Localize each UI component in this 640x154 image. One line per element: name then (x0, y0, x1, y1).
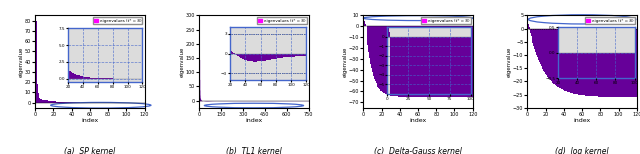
Y-axis label: eigenvalue: eigenvalue (179, 46, 184, 77)
X-axis label: index: index (81, 118, 99, 123)
Legend: eigenvalues (t* = 8): eigenvalues (t* = 8) (93, 18, 143, 24)
Legend: eigenvalues (t* = 8): eigenvalues (t* = 8) (585, 18, 635, 24)
Y-axis label: eigenvalue: eigenvalue (19, 46, 24, 77)
Text: (b)  TL1 kernel: (b) TL1 kernel (226, 147, 282, 154)
Text: (d)  log kernel: (d) log kernel (556, 147, 609, 154)
Y-axis label: eigenvalue: eigenvalue (342, 46, 348, 77)
Legend: eigenvalues (t* = 8): eigenvalues (t* = 8) (420, 18, 470, 24)
Legend: eigenvalues (t* = 8): eigenvalues (t* = 8) (257, 18, 307, 24)
Text: (a)  SP kernel: (a) SP kernel (64, 147, 115, 154)
X-axis label: index: index (245, 118, 262, 123)
X-axis label: index: index (410, 118, 427, 123)
Text: (c)  Delta-Gauss kernel: (c) Delta-Gauss kernel (374, 147, 462, 154)
Y-axis label: eigenvalue: eigenvalue (506, 46, 511, 77)
X-axis label: index: index (573, 118, 591, 123)
